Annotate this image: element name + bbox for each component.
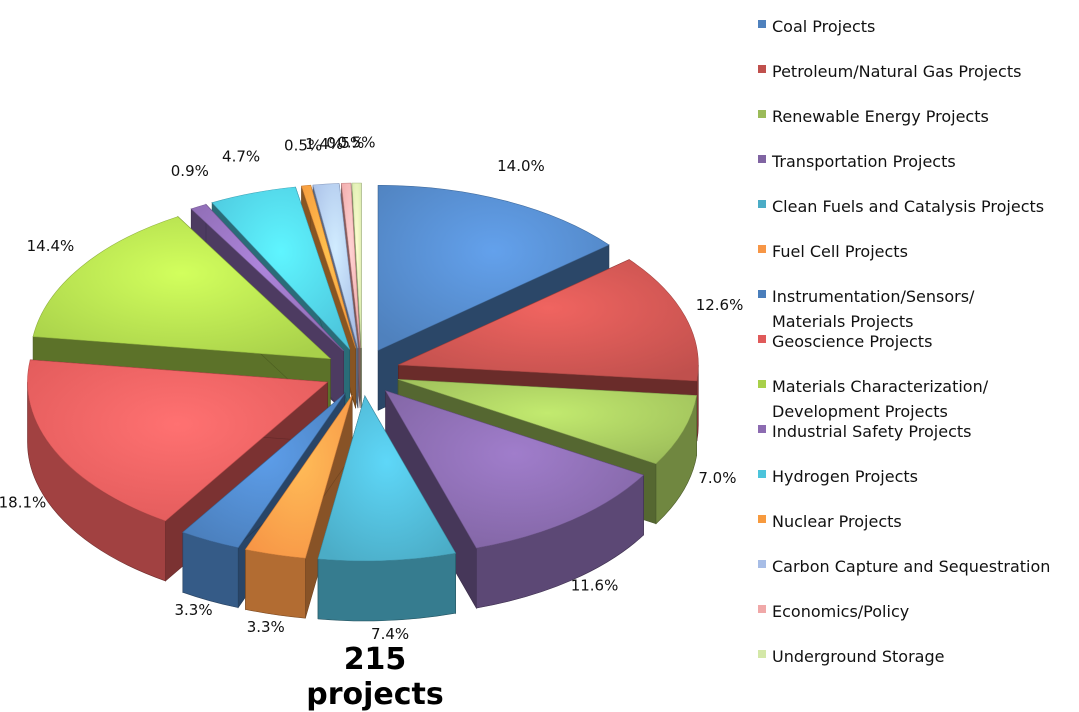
legend-label: Petroleum/Natural Gas Projects xyxy=(772,62,1022,81)
data-label: 18.1% xyxy=(0,494,46,512)
legend-swatch xyxy=(758,515,766,523)
chart-caption: 215 projects xyxy=(306,642,444,712)
data-label: 0.5% xyxy=(284,137,322,155)
legend-swatch xyxy=(758,335,766,343)
legend-swatch xyxy=(758,110,766,118)
legend-label: Materials Characterization/ Development … xyxy=(772,377,989,421)
legend-label: Clean Fuels and Catalysis Projects xyxy=(772,197,1045,216)
legend-label: Geoscience Projects xyxy=(772,332,933,351)
data-label: 3.3% xyxy=(175,601,213,619)
pie-slice xyxy=(317,394,457,622)
legend-swatch xyxy=(758,650,766,658)
pie-slice xyxy=(244,394,353,619)
data-label: 3.3% xyxy=(247,618,285,636)
pie-slice xyxy=(27,359,329,582)
data-label: 1.4% xyxy=(305,135,343,153)
data-label: 12.6% xyxy=(696,296,744,314)
legend-label: Underground Storage xyxy=(772,647,945,666)
pie-slice xyxy=(384,389,645,610)
legend-swatch xyxy=(758,155,766,163)
data-labels: 14.0% 12.6% 7.0% 11.6% 7.4% 3.3% 3.3% 18.1% 14.4… xyxy=(0,134,743,643)
legend-swatch xyxy=(758,200,766,208)
data-label: 0.9% xyxy=(171,162,209,180)
exploded-3d-pie-chart: 14.0% 12.6% 7.0% 11.6% 7.4% 3.3% 3.3% 18.1% 14.4… xyxy=(0,134,743,643)
legend-label: Economics/Policy xyxy=(772,602,910,621)
legend-swatch xyxy=(758,380,766,388)
legend-swatch xyxy=(758,290,766,298)
legend-label: Coal Projects xyxy=(772,17,876,36)
legend-label: Nuclear Projects xyxy=(772,512,902,531)
data-label: 0.5% xyxy=(337,134,375,152)
legend-swatch xyxy=(758,560,766,568)
data-label: 7.4% xyxy=(371,625,409,643)
legend-swatch xyxy=(758,605,766,613)
data-label: 14.0% xyxy=(497,157,545,175)
legend-swatch xyxy=(758,470,766,478)
legend-label: Transportation Projects xyxy=(772,152,956,171)
data-label: 14.4% xyxy=(27,237,75,255)
legend-label: Hydrogen Projects xyxy=(772,467,918,486)
legend-swatch xyxy=(758,20,766,28)
data-label: 7.0% xyxy=(698,469,736,487)
legend-swatch xyxy=(758,425,766,433)
legend-swatch xyxy=(758,245,766,253)
legend-swatch xyxy=(758,65,766,73)
legend-label: Fuel Cell Projects xyxy=(772,242,908,261)
data-label: 4.7% xyxy=(222,148,260,166)
data-label: 0.5% xyxy=(326,134,364,152)
legend-label: Instrumentation/Sensors/ Materials Proje… xyxy=(772,287,975,331)
legend-label: Industrial Safety Projects xyxy=(772,422,972,441)
pie-slices xyxy=(27,182,699,622)
legend-label: Renewable Energy Projects xyxy=(772,107,989,126)
legend-label: Carbon Capture and Sequestration xyxy=(772,557,1051,576)
data-label: 11.6% xyxy=(571,576,619,594)
